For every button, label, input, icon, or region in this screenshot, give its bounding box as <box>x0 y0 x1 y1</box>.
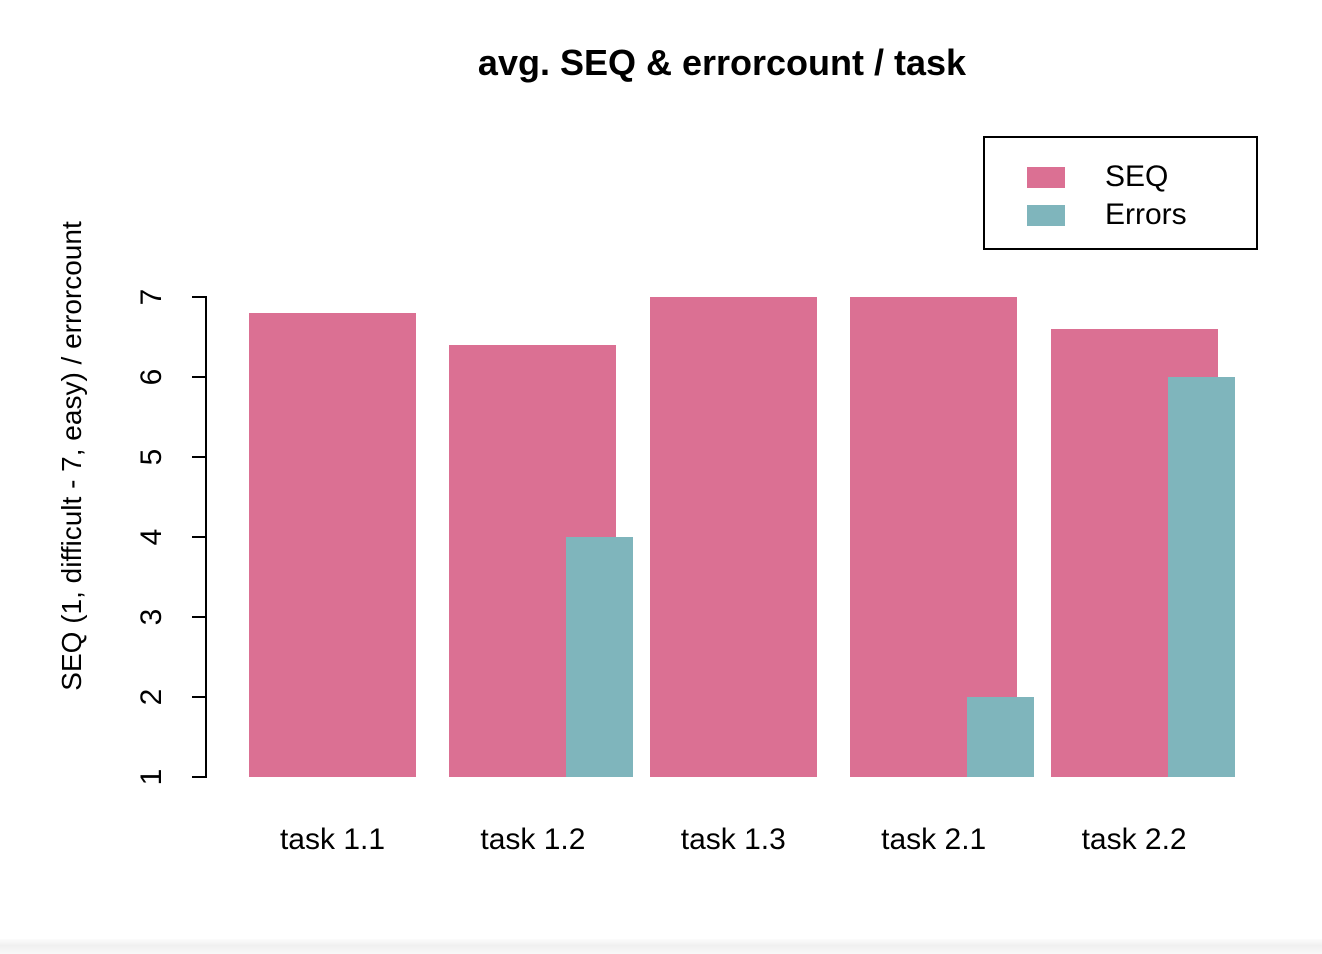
y-tick-mark <box>192 296 207 298</box>
legend-row-seq: SEQ <box>985 158 1256 196</box>
y-tick-label: 4 <box>135 528 168 546</box>
errors-bar-task-2.2 <box>1167 377 1235 777</box>
legend: SEQ Errors <box>983 136 1258 250</box>
y-tick-mark <box>192 616 207 618</box>
seq-bar-task-1.1 <box>249 313 416 777</box>
legend-row-errors: Errors <box>985 196 1256 234</box>
legend-swatch-errors <box>1027 204 1065 226</box>
y-tick-label: 5 <box>135 448 168 466</box>
errors-bar-task-2.1 <box>967 697 1035 777</box>
chart-title: avg. SEQ & errorcount / task <box>477 42 967 83</box>
x-label-task-2.2: task 2.2 <box>1081 823 1187 856</box>
y-tick-mark <box>192 376 207 378</box>
legend-label: SEQ <box>1105 160 1169 193</box>
x-label-task-2.1: task 2.1 <box>881 823 987 856</box>
legend-label: Errors <box>1105 198 1187 231</box>
y-tick-mark <box>192 696 207 698</box>
x-label-task-1.3: task 1.3 <box>680 823 786 856</box>
seq-bar-task-1.3 <box>649 297 817 777</box>
y-tick-mark <box>192 456 207 458</box>
y-tick-label: 6 <box>135 368 168 386</box>
y-tick-mark <box>192 536 207 538</box>
x-label-task-1.2: task 1.2 <box>480 823 586 856</box>
y-tick-label: 7 <box>135 288 168 306</box>
y-tick-label: 1 <box>135 768 168 786</box>
legend-swatch-seq <box>1027 166 1065 188</box>
y-tick-label: 2 <box>135 688 168 706</box>
y-axis-title: SEQ (1, difficult - 7, easy) / errorcoun… <box>56 221 87 691</box>
errors-bar-task-1.2 <box>566 537 634 777</box>
y-tick-mark <box>192 776 207 778</box>
window-bottom-edge <box>0 939 1322 954</box>
y-tick-label: 3 <box>135 608 168 626</box>
x-label-task-1.1: task 1.1 <box>279 823 386 856</box>
